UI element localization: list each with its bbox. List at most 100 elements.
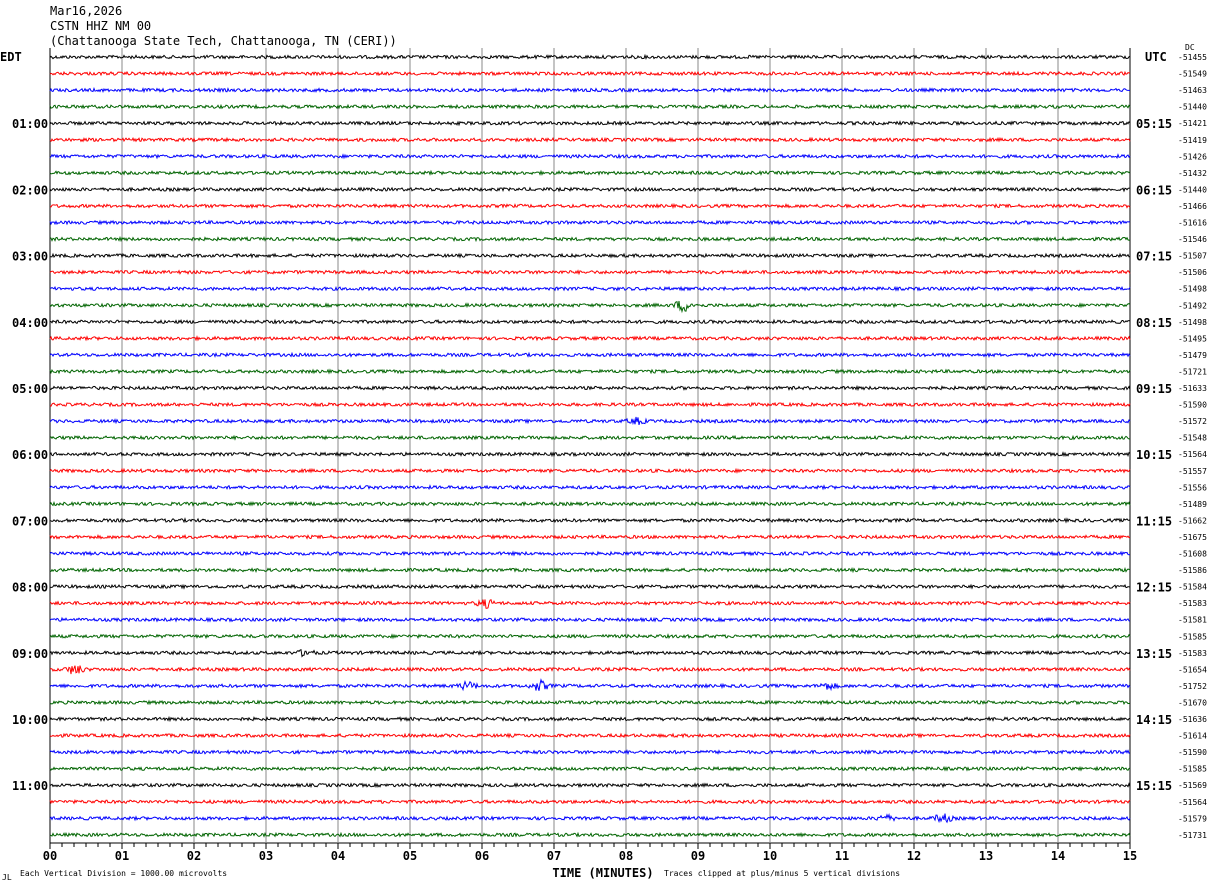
seismic-trace	[49, 120, 1131, 127]
seismic-trace	[49, 87, 1131, 94]
x-tick-label: 15	[1123, 849, 1137, 863]
dc-offset-label: -51636	[1178, 715, 1207, 724]
seismic-trace	[49, 153, 1131, 160]
edt-time-label: 10:00	[12, 713, 48, 727]
seismic-trace	[49, 732, 1131, 739]
left-axis-title: EDT	[0, 50, 22, 64]
dc-offset-label: -51549	[1178, 70, 1207, 79]
dc-offset-label: -51506	[1178, 268, 1207, 277]
x-tick-label: 14	[1051, 849, 1065, 863]
seismic-trace	[49, 715, 1131, 723]
dc-offset-label: -51583	[1178, 599, 1207, 608]
dc-offset-label: -51633	[1178, 384, 1207, 393]
seismic-trace	[49, 285, 1131, 292]
x-tick-label: 06	[475, 849, 489, 863]
seismic-trace	[49, 186, 1130, 193]
dc-offset-label: -51419	[1178, 136, 1207, 145]
dc-offset-label: -51585	[1178, 765, 1207, 774]
dc-offset-label: -51584	[1178, 583, 1207, 592]
location-label: (Chattanooga State Tech, Chattanooga, TN…	[50, 34, 397, 48]
dc-offset-label: -51569	[1178, 781, 1207, 790]
dc-offset-label: -51426	[1178, 152, 1207, 161]
x-tick-label: 05	[403, 849, 417, 863]
seismic-trace	[49, 219, 1131, 226]
dc-offset-label: -51614	[1178, 732, 1207, 741]
x-tick-label: 11	[835, 849, 849, 863]
dc-offset-label: -51579	[1178, 814, 1207, 823]
x-tick-label: 10	[763, 849, 777, 863]
date-label: Mar16,2026	[50, 4, 123, 18]
edt-time-label: 05:00	[12, 382, 48, 396]
dc-offset-label: -51556	[1178, 483, 1207, 492]
x-tick-label: 01	[115, 849, 129, 863]
seismic-trace	[49, 368, 1131, 375]
seismic-trace	[49, 583, 1131, 590]
dc-offset-label: -51492	[1178, 301, 1207, 310]
edt-time-label: 08:00	[12, 581, 48, 595]
dc-offset-label: -51498	[1178, 318, 1207, 327]
dc-offset-label: -51608	[1178, 550, 1207, 559]
seismic-trace	[49, 517, 1131, 524]
edt-time-label: 07:00	[12, 514, 48, 528]
seismic-trace	[49, 53, 1131, 61]
x-tick-label: 13	[979, 849, 993, 863]
dc-offset-label: -51585	[1178, 632, 1207, 641]
utc-time-label: 06:15	[1136, 183, 1172, 197]
seismic-trace	[49, 70, 1131, 77]
x-tick-label: 07	[547, 849, 561, 863]
dc-offset-label: -51721	[1178, 367, 1207, 376]
dc-offset-label: -51654	[1178, 665, 1207, 674]
seismic-trace	[49, 813, 1131, 824]
seismic-trace	[49, 798, 1131, 805]
dc-offset-label: -51581	[1178, 616, 1207, 625]
seismic-trace	[49, 401, 1131, 408]
x-tick-label: 02	[187, 849, 201, 863]
seismic-trace	[49, 648, 1131, 658]
seismic-trace	[49, 451, 1131, 458]
seismic-trace	[49, 434, 1131, 441]
scale-note: Each Vertical Division = 1000.00 microvo…	[20, 869, 227, 878]
utc-time-label: 08:15	[1136, 316, 1172, 330]
right-axis-title: UTC	[1145, 50, 1167, 64]
seismic-trace	[49, 318, 1131, 325]
seismic-trace	[49, 550, 1130, 557]
seismic-trace	[49, 765, 1131, 772]
seismic-trace	[49, 749, 1131, 756]
dc-offset-label: -51586	[1178, 566, 1207, 575]
utc-time-label: 05:15	[1136, 117, 1172, 131]
dc-offset-label: -51440	[1178, 185, 1207, 194]
edt-time-label: 11:00	[12, 779, 48, 793]
seismic-trace	[49, 269, 1131, 276]
dc-offset-label: -51489	[1178, 500, 1207, 509]
corner-mark: JL	[2, 873, 12, 882]
seismic-trace	[49, 467, 1131, 474]
utc-time-label: 11:15	[1136, 514, 1172, 528]
dc-offset-label: -51590	[1178, 401, 1207, 410]
dc-offset-label: -51463	[1178, 86, 1207, 95]
dc-offset-label: -51432	[1178, 169, 1207, 178]
seismic-trace	[49, 202, 1131, 210]
dc-offset-label: -51495	[1178, 334, 1207, 343]
dc-offset-label: -51421	[1178, 119, 1207, 128]
dc-offset-label: -51564	[1178, 798, 1207, 807]
x-axis-title: TIME (MINUTES)	[552, 866, 653, 880]
utc-time-label: 10:15	[1136, 448, 1172, 462]
seismic-trace	[49, 416, 1131, 426]
edt-time-label: 04:00	[12, 316, 48, 330]
seismic-trace	[49, 235, 1131, 243]
edt-time-label: 06:00	[12, 448, 48, 462]
edt-time-label: 09:00	[12, 647, 48, 661]
seismic-trace	[49, 598, 1131, 609]
edt-time-label: 03:00	[12, 250, 48, 264]
x-tick-label: 08	[619, 849, 633, 863]
seismic-trace	[49, 782, 1131, 789]
seismic-trace	[49, 533, 1131, 540]
edt-time-label: 01:00	[12, 117, 48, 131]
seismic-trace	[49, 678, 1131, 692]
seismic-trace	[49, 484, 1131, 491]
dc-offset-label: -51731	[1178, 831, 1207, 840]
dc-title: DC	[1185, 43, 1195, 52]
dc-offset-label: -51572	[1178, 417, 1207, 426]
dc-offset-label: -51440	[1178, 103, 1207, 112]
